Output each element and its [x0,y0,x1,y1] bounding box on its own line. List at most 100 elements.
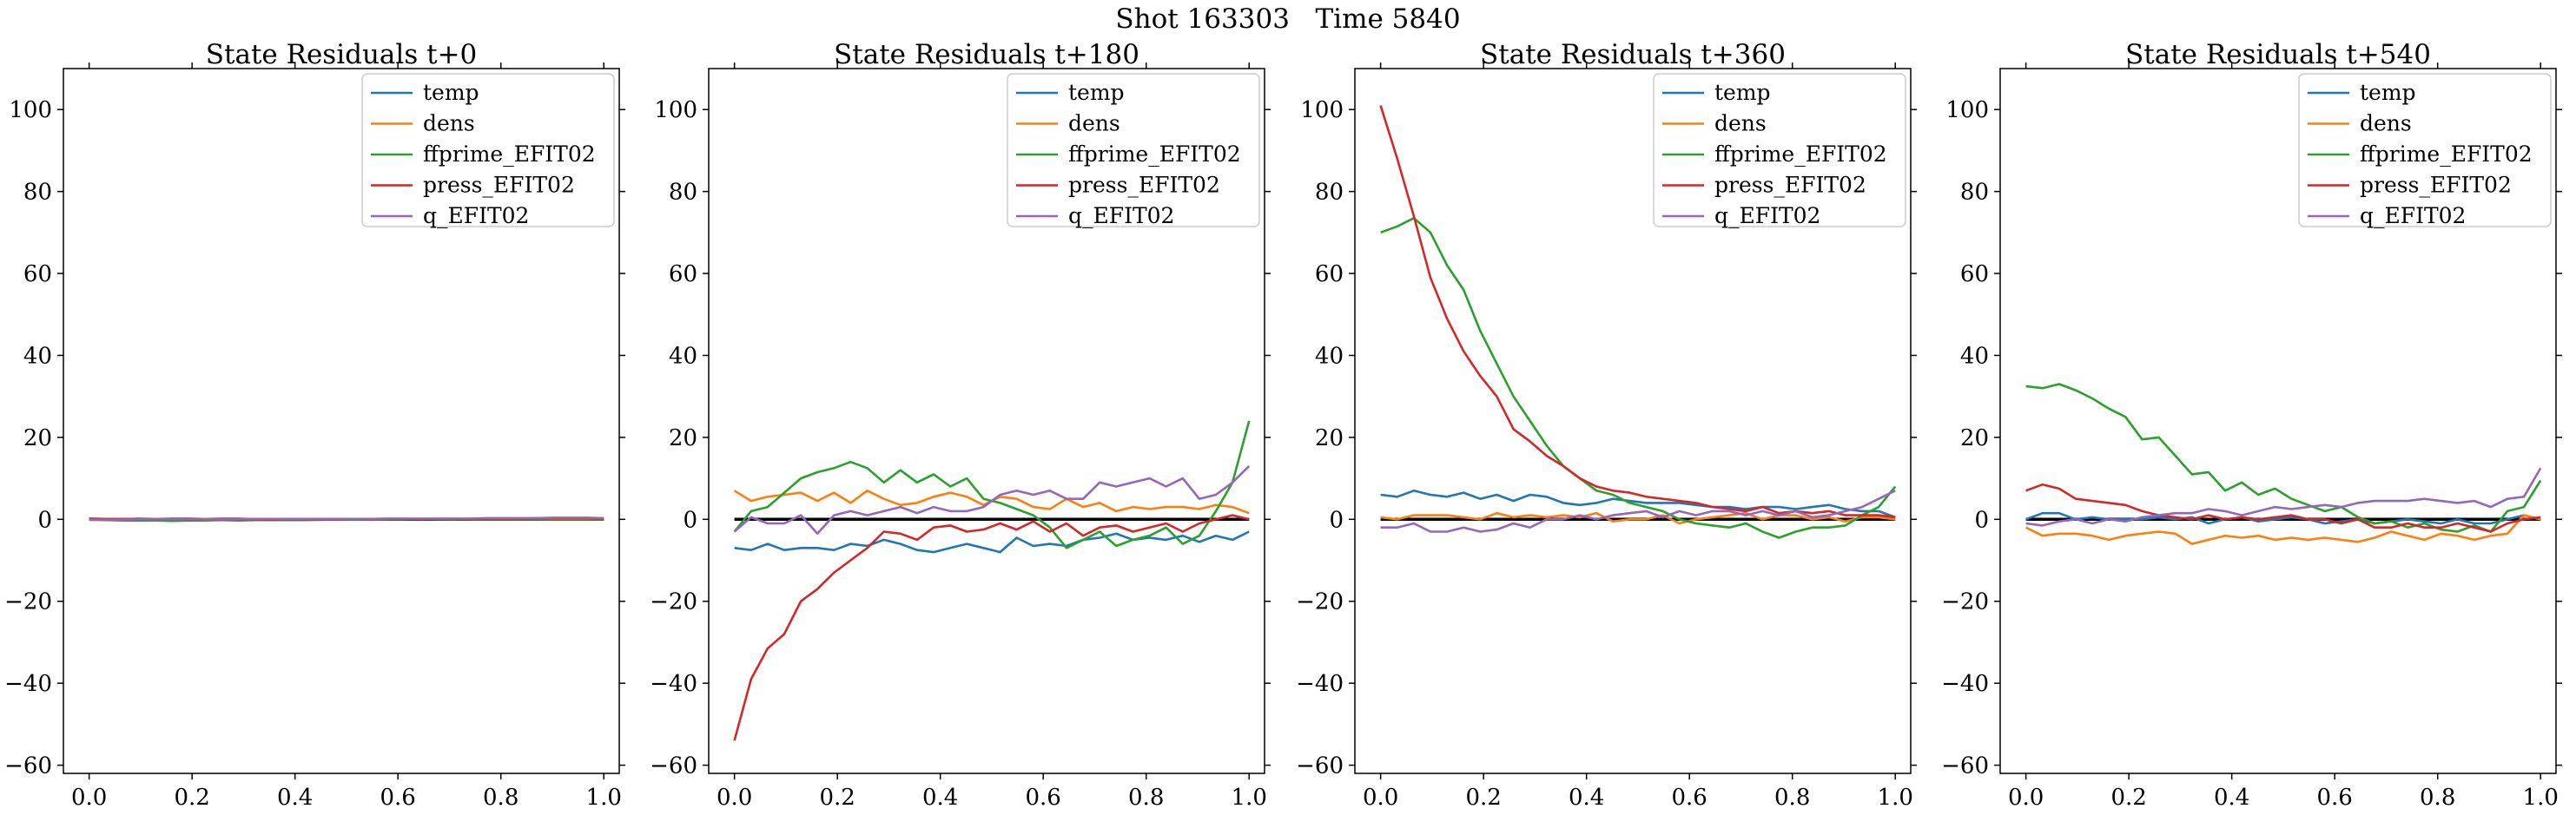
y-tick-label: 80 [669,180,697,206]
legend-box [2298,73,2552,227]
panel-title: State Residuals t+180 [834,39,1139,70]
x-tick-label: 0.0 [2008,785,2044,811]
x-tick-label: 0.8 [1774,785,1810,811]
series-line-temp [734,530,1250,554]
series-line-ffprime_efit02 [2025,383,2542,533]
y-tick-label: 80 [1315,180,1344,206]
legend-label: temp [2360,80,2416,105]
y-tick-label: 40 [669,343,697,369]
y-tick-label: −60 [1941,753,1989,779]
series-line-press_efit02 [2025,483,2541,533]
x-tick-label: 0.4 [2214,785,2249,811]
y-tick-label: 20 [669,425,697,451]
panel-title: State Residuals t+540 [2125,39,2431,70]
axes-frame [63,68,620,774]
x-tick-label: 0.8 [1128,785,1164,811]
series-line-press_efit02 [733,514,1250,741]
x-tick-label: 0.6 [1672,785,1707,811]
legend-label: press_EFIT02 [2360,173,2512,198]
legend-box [1653,73,1906,227]
series-line-dens [1380,511,1896,525]
series-line-press_efit02 [1379,105,1896,519]
legend-label: ffprime_EFIT02 [423,141,596,167]
y-tick-label: −20 [1296,589,1344,615]
legend-box [361,73,615,227]
y-tick-label: 0 [1974,507,1989,533]
figure-suptitle: Shot 163303 Time 5840 [1115,3,1460,35]
legend-label: q_EFIT02 [423,203,529,228]
x-tick-label: 0.4 [277,785,313,811]
series-line-dens [2025,514,2541,545]
y-tick-label: 80 [23,180,52,206]
y-tick-label: 100 [1945,97,1989,123]
x-tick-label: 0.2 [819,785,855,811]
y-tick-label: 40 [1960,343,1989,369]
y-tick-label: 40 [1315,343,1344,369]
y-tick-label: 80 [1960,180,1989,206]
legend-label: dens [2360,111,2412,136]
y-tick-label: −60 [650,753,697,779]
y-tick-label: 60 [669,261,697,287]
y-tick-label: −20 [650,589,697,615]
legend-label: press_EFIT02 [423,173,575,198]
x-tick-label: 0.2 [1465,785,1501,811]
y-tick-label: −20 [4,589,52,615]
x-tick-label: 1.0 [1878,785,1913,811]
x-tick-label: 1.0 [2523,785,2559,811]
series-line-q_efit02 [2025,467,2542,527]
y-tick-label: 0 [683,507,697,533]
y-tick-label: −20 [1941,589,1989,615]
x-tick-label: 0.6 [2317,785,2353,811]
legend-label: q_EFIT02 [1714,203,1820,228]
y-tick-label: 0 [37,507,52,533]
legend-label: ffprime_EFIT02 [1714,141,1887,167]
y-tick-label: −60 [1296,753,1344,779]
x-tick-label: 0.0 [1363,785,1398,811]
axes-frame [1999,68,2557,774]
x-tick-label: 0.2 [2110,785,2146,811]
legend-label: temp [1068,80,1125,105]
legend-label: temp [1714,80,1771,105]
y-tick-label: 60 [23,261,52,287]
legend-label: dens [423,111,475,136]
y-tick-label: −40 [650,671,697,697]
x-tick-label: 0.0 [71,785,107,811]
series-line-q_efit02 [89,516,604,522]
series-line-q_efit02 [733,464,1251,536]
y-tick-label: 60 [1960,261,1989,287]
y-tick-label: 20 [1315,425,1344,451]
x-tick-label: 0.6 [1026,785,1061,811]
chart-panel: −60 −40 −20 0 20 40 60 80 100 0.0 0.2 0.4 0.6 0.8 1.0 S… [1941,39,2562,811]
series-line-q_efit02 [1380,490,1896,533]
legend-box [1007,73,1260,227]
x-tick-label: 0.0 [717,785,752,811]
x-tick-label: 0.2 [174,785,209,811]
y-tick-label: 100 [1300,97,1344,123]
legend-label: ffprime_EFIT02 [1068,141,1241,167]
y-tick-label: 20 [23,425,52,451]
chart-panel: −60 −40 −20 0 20 40 60 80 100 0.0 0.2 0.4 0.6 0.8 1.0 S… [4,39,625,811]
legend-label: press_EFIT02 [1714,173,1866,198]
legend-label: press_EFIT02 [1068,173,1220,198]
x-tick-label: 1.0 [1232,785,1267,811]
y-tick-label: 60 [1315,261,1344,287]
y-tick-label: −40 [4,671,52,697]
legend-label: q_EFIT02 [2360,203,2466,228]
axes-frame [1354,68,1912,774]
series-line-ffprime_efit02 [1380,217,1897,539]
panel-title: State Residuals t+0 [206,39,477,70]
x-tick-label: 0.4 [1569,785,1604,811]
y-tick-label: −40 [1941,671,1989,697]
legend-label: dens [1714,111,1767,136]
x-tick-label: 0.6 [380,785,416,811]
x-tick-label: 0.4 [922,785,958,811]
series-line-temp [1380,489,1896,519]
y-tick-label: 100 [654,97,697,123]
y-tick-label: 20 [1960,425,1989,451]
legend-label: dens [1068,111,1120,136]
x-tick-label: 0.8 [483,785,519,811]
legend-label: ffprime_EFIT02 [2360,141,2533,167]
legend-label: q_EFIT02 [1068,203,1174,228]
y-tick-label: −60 [4,753,52,779]
